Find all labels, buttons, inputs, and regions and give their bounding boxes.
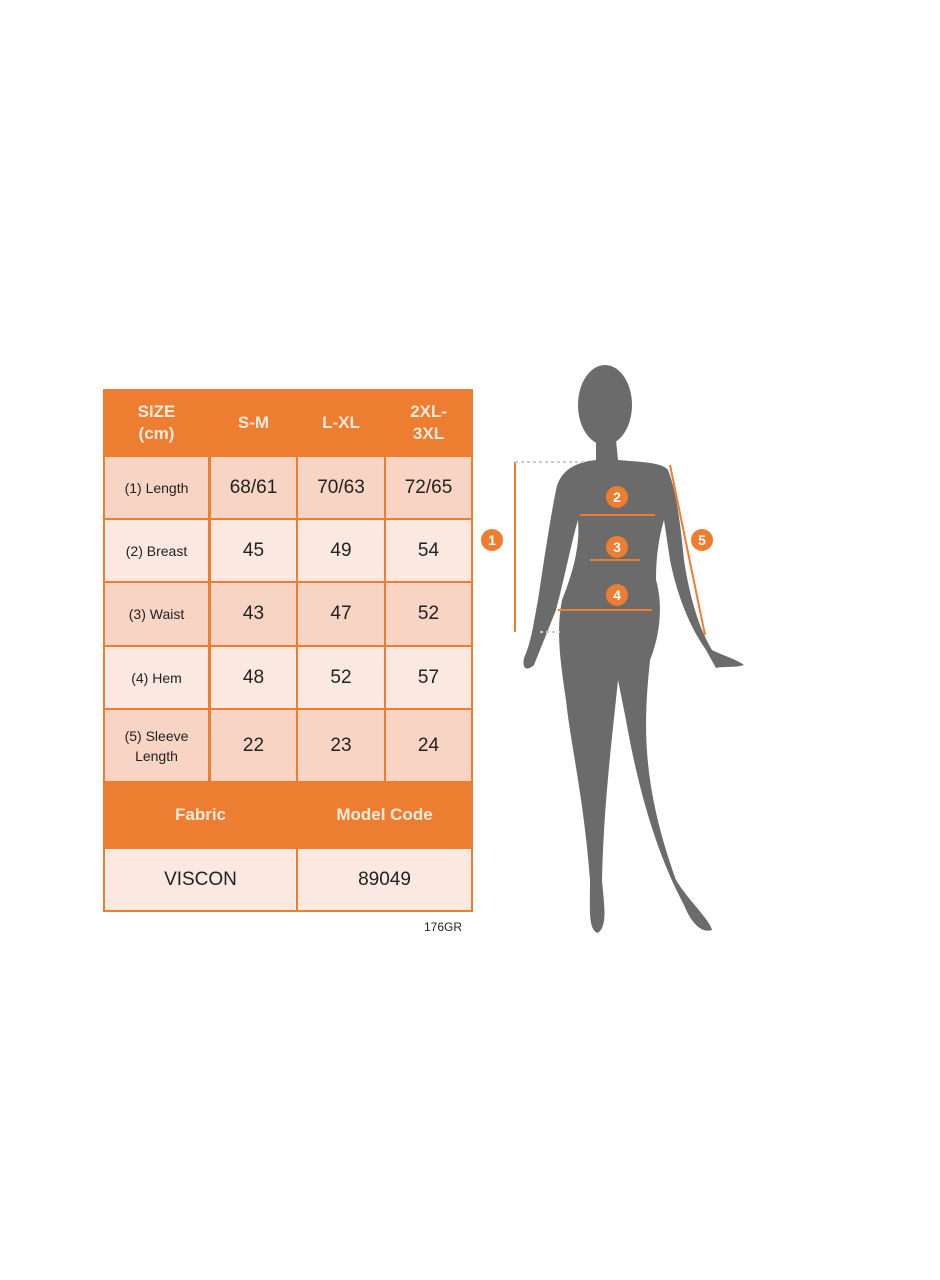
header-cell: 2XL- 3XL: [410, 402, 447, 443]
row-label: (2) Breast: [105, 520, 208, 581]
size-value: 70/63: [298, 457, 384, 518]
size-value: 54: [386, 520, 471, 581]
size-value: 47: [298, 583, 384, 645]
header-cell: S-M: [237, 413, 270, 432]
size-value: 52: [386, 583, 471, 645]
marker-4: 4: [613, 587, 621, 603]
size-value: 52: [298, 647, 384, 708]
marker-5: 5: [698, 532, 706, 548]
row-label: (4) Hem: [105, 647, 208, 708]
product-code: 176GR: [424, 920, 463, 934]
size-value: 24: [386, 710, 471, 781]
row-label: (5) Sleeve Length: [105, 710, 208, 781]
size-value: 43: [211, 583, 296, 645]
marker-3: 3: [613, 539, 621, 555]
marker-icons: [481, 486, 713, 606]
size-value: 68/61: [211, 457, 296, 518]
row-label: (1) Length: [105, 457, 208, 518]
sleeve-arrow: [669, 464, 706, 636]
header-cell: L-XL: [322, 413, 360, 432]
size-value: 45: [211, 520, 296, 581]
fabric-header: Fabric: [174, 805, 227, 824]
marker-1: 1: [488, 532, 496, 548]
size-value: 72/65: [386, 457, 471, 518]
model-code-value: 89049: [298, 849, 471, 910]
size-value: 49: [298, 520, 384, 581]
model-code-header: Model Code: [336, 805, 433, 824]
size-value: 48: [211, 647, 296, 708]
measurement-lines: [514, 461, 706, 636]
body-silhouette: 1 2 3 4 5: [481, 365, 744, 933]
header-cell: SIZE (cm): [137, 402, 176, 443]
size-value: 23: [298, 710, 384, 781]
size-value: 57: [386, 647, 471, 708]
size-value: 22: [211, 710, 296, 781]
fabric-value: VISCON: [105, 849, 296, 910]
woman-silhouette-icon: [523, 365, 744, 933]
row-label: (3) Waist: [105, 583, 208, 645]
marker-2: 2: [613, 489, 621, 505]
